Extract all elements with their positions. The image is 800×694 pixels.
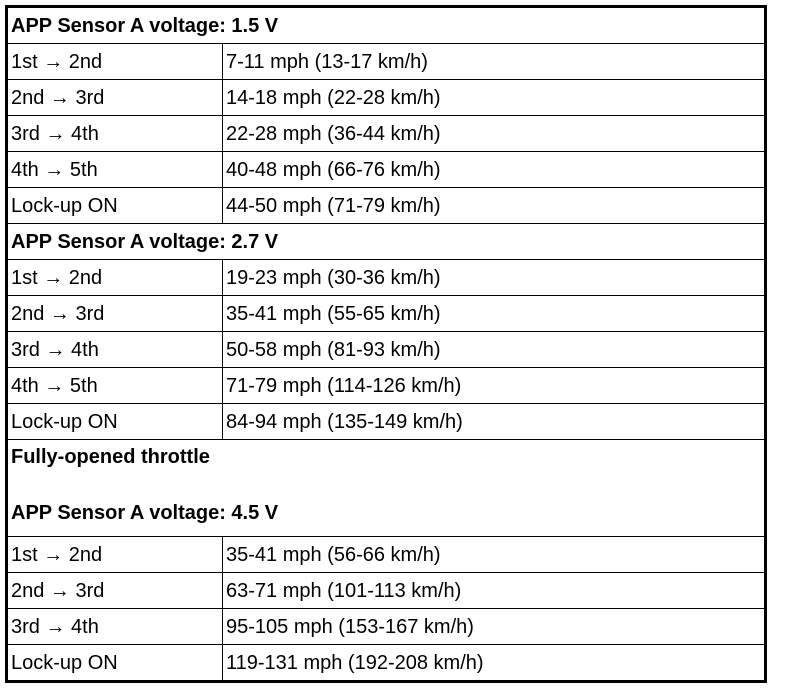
speed-cell: 84-94 mph (135-149 km/h) [222,403,766,440]
shift-cell: 2nd → 3rd [6,572,223,609]
section-heading: APP Sensor A voltage: 1.5 V [6,6,766,44]
shift-cell: 3rd → 4th [6,608,223,645]
data-row: 3rd → 4th 95-105 mph (153-167 km/h) [6,608,766,645]
shift-cell: 4th → 5th [6,151,223,188]
section-header-row: Fully-opened throttle APP Sensor A voltag… [6,439,766,537]
shift-cell: 1st → 2nd [6,43,223,80]
table-container: APP Sensor A voltage: 1.5 V 1st → 2nd 7-11… [5,5,767,683]
shift-speed-table: APP Sensor A voltage: 1.5 V 1st → 2nd 7-11… [5,5,767,683]
shift-cell: Lock-up ON [6,403,223,440]
shift-cell: 3rd → 4th [6,115,223,152]
data-row: 2nd → 3rd 14-18 mph (22-28 km/h) [6,79,766,116]
data-row: 1st → 2nd 35-41 mph (56-66 km/h) [6,536,766,573]
data-row: Lock-up ON 119-131 mph (192-208 km/h) [6,644,766,682]
shift-cell: Lock-up ON [6,644,223,682]
speed-cell: 44-50 mph (71-79 km/h) [222,187,766,224]
data-row: 3rd → 4th 22-28 mph (36-44 km/h) [6,115,766,152]
data-row: 1st → 2nd 7-11 mph (13-17 km/h) [6,43,766,80]
speed-cell: 40-48 mph (66-76 km/h) [222,151,766,188]
shift-cell: Lock-up ON [6,187,223,224]
heading-line: APP Sensor A voltage: 4.5 V [11,502,279,524]
speed-cell: 35-41 mph (56-66 km/h) [222,536,766,573]
section-heading: APP Sensor A voltage: 2.7 V [6,223,766,260]
heading-line: Fully-opened throttle [11,446,210,468]
data-row: 1st → 2nd 19-23 mph (30-36 km/h) [6,259,766,296]
speed-cell: 35-41 mph (55-65 km/h) [222,295,766,332]
speed-cell: 50-58 mph (81-93 km/h) [222,331,766,368]
section-header-row: APP Sensor A voltage: 2.7 V [6,223,766,260]
data-row: 4th → 5th 71-79 mph (114-126 km/h) [6,367,766,404]
shift-cell: 1st → 2nd [6,536,223,573]
shift-cell: 2nd → 3rd [6,79,223,116]
data-row: 4th → 5th 40-48 mph (66-76 km/h) [6,151,766,188]
data-row: 3rd → 4th 50-58 mph (81-93 km/h) [6,331,766,368]
section-heading: Fully-opened throttle APP Sensor A voltag… [6,439,766,537]
speed-cell: 22-28 mph (36-44 km/h) [222,115,766,152]
speed-cell: 14-18 mph (22-28 km/h) [222,79,766,116]
speed-cell: 7-11 mph (13-17 km/h) [222,43,766,80]
data-row: 2nd → 3rd 63-71 mph (101-113 km/h) [6,572,766,609]
shift-cell: 2nd → 3rd [6,295,223,332]
speed-cell: 71-79 mph (114-126 km/h) [222,367,766,404]
heading-line: APP Sensor A voltage: 1.5 V [11,14,279,37]
speed-cell: 119-131 mph (192-208 km/h) [222,644,766,682]
shift-cell: 4th → 5th [6,367,223,404]
shift-cell: 1st → 2nd [6,259,223,296]
shift-cell: 3rd → 4th [6,331,223,368]
section-header-row: APP Sensor A voltage: 1.5 V [6,6,766,44]
data-row: Lock-up ON 44-50 mph (71-79 km/h) [6,187,766,224]
data-row: Lock-up ON 84-94 mph (135-149 km/h) [6,403,766,440]
speed-cell: 19-23 mph (30-36 km/h) [222,259,766,296]
speed-cell: 63-71 mph (101-113 km/h) [222,572,766,609]
speed-cell: 95-105 mph (153-167 km/h) [222,608,766,645]
data-row: 2nd → 3rd 35-41 mph (55-65 km/h) [6,295,766,332]
heading-line: APP Sensor A voltage: 2.7 V [11,230,279,253]
